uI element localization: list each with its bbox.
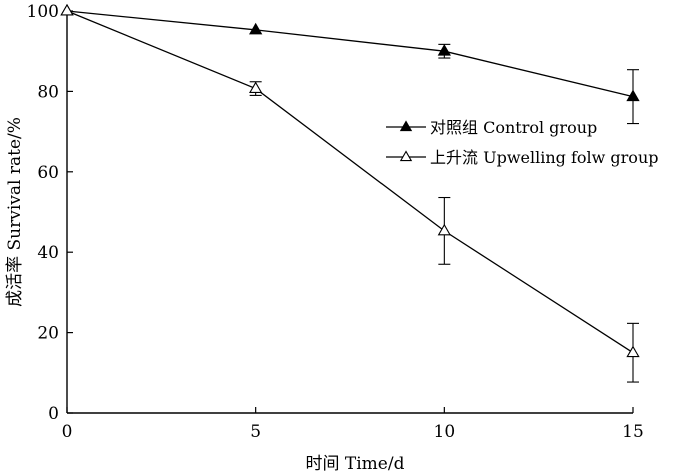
open-triangle-marker: [60, 3, 74, 16]
x-tick-label: 10: [434, 422, 456, 442]
y-tick-label: 60: [37, 163, 59, 183]
x-tick-label: 5: [250, 422, 261, 442]
series-line: [66, 10, 634, 98]
filled-triangle-marker: [626, 89, 640, 102]
x-tick-label: 15: [622, 422, 644, 442]
y-tick-label: 0: [48, 404, 59, 424]
open-triangle-marker: [249, 81, 263, 94]
axes: [66, 11, 633, 414]
filled-triangle-marker: [437, 44, 451, 56]
ticks: 0 5 10 15 0 20 40 60 80 100: [27, 2, 644, 442]
series-lines: [66, 10, 634, 354]
y-tick-label: 20: [37, 324, 59, 344]
x-tick-label: 0: [62, 422, 73, 442]
error-bars: [249, 43, 639, 383]
filled-triangle-marker: [249, 22, 263, 35]
y-axis-title: 成活率 Survival rate/%: [5, 117, 25, 307]
legend-filled-triangle-marker: [399, 120, 413, 132]
legend: 对照组 Control group 上升流 Upwelling folw grou…: [386, 118, 659, 167]
series-line: [66, 10, 634, 354]
y-tick-label: 80: [37, 82, 59, 102]
x-axis-title: 时间 Time/d: [306, 454, 405, 473]
markers: [60, 3, 640, 358]
open-triangle-marker: [626, 345, 640, 358]
legend-open-triangle-marker: [399, 150, 413, 162]
y-tick-label: 100: [27, 2, 59, 22]
legend-label: 对照组 Control group: [430, 118, 597, 137]
y-tick-label: 40: [37, 243, 59, 263]
open-triangle-marker: [437, 223, 451, 236]
legend-label: 上升流 Upwelling folw group: [430, 148, 659, 167]
